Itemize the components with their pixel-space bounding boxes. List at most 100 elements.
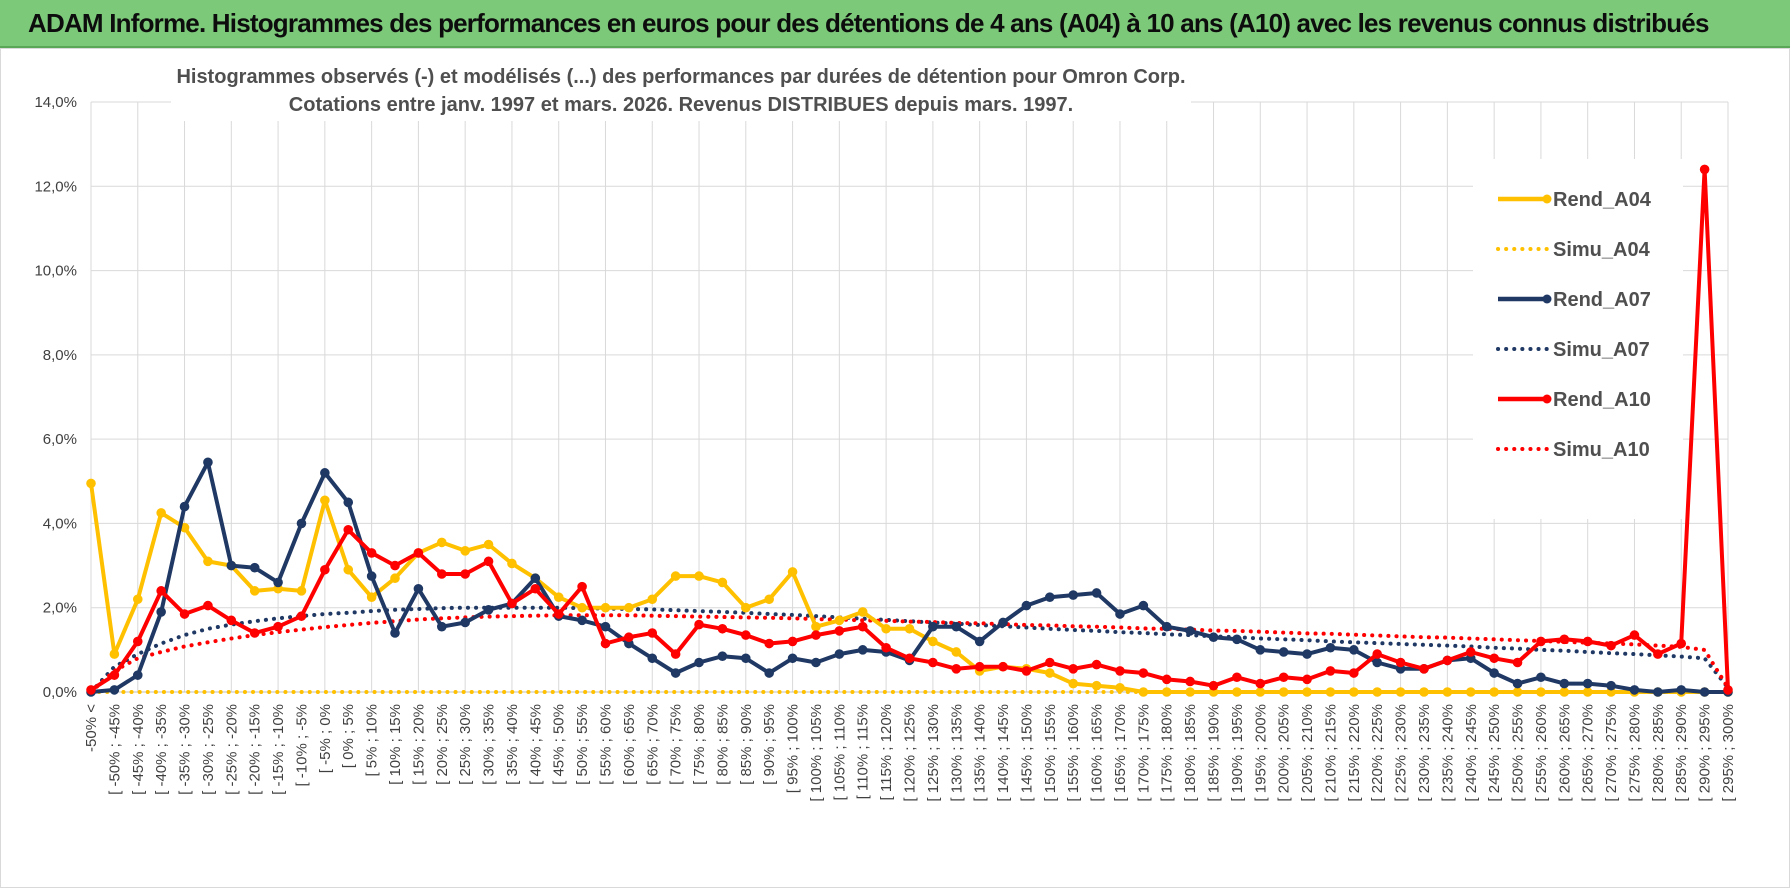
data-point <box>670 668 681 678</box>
x-tick-label: [ 215% ; 220% <box>1346 704 1363 802</box>
x-tick-label: [ 70% ; 75% <box>668 704 685 785</box>
data-point <box>1278 647 1289 657</box>
y-tick-label: 0,0% <box>43 684 77 701</box>
y-tick-label: 10,0% <box>34 263 77 280</box>
x-tick-label: [ 60% ; 65% <box>621 704 638 785</box>
data-point <box>1606 640 1616 651</box>
chart-frame: 0,0% 2,0% 4,0% 6,0% 8,0% 10,0% 12,0% 14,0% -50%… <box>0 48 1790 888</box>
x-tick-label: [ 225% ; 230% <box>1393 704 1410 802</box>
data-point <box>436 569 447 579</box>
data-point <box>436 537 447 548</box>
x-tick-label: [ 80% ; 85% <box>714 704 731 785</box>
x-tick-label: [ 190% ; 195% <box>1229 704 1246 802</box>
data-point <box>1091 680 1102 691</box>
data-point <box>366 571 377 581</box>
data-point <box>951 647 962 657</box>
data-point <box>600 638 611 649</box>
x-tick-label: [ 5% ; 10% <box>364 704 381 777</box>
x-tick-label: [ 200% ; 205% <box>1276 704 1293 802</box>
x-axis: -50% < [ -50% ; -45% [ -45% ; -40% [ -40% ;… <box>83 691 1737 802</box>
data-point <box>787 567 798 577</box>
data-point <box>1068 590 1078 600</box>
data-point <box>647 594 658 605</box>
data-point <box>974 636 985 647</box>
data-point <box>951 621 962 632</box>
data-point <box>132 594 143 605</box>
data-point <box>1161 621 1172 632</box>
data-point <box>811 621 821 632</box>
data-point <box>694 619 704 630</box>
data-point <box>86 478 96 489</box>
data-point <box>507 558 517 569</box>
x-tick-label: [ 45% ; 50% <box>551 704 568 785</box>
data-point <box>1465 687 1476 697</box>
data-point <box>1325 687 1336 697</box>
data-point <box>507 598 517 609</box>
data-point <box>904 623 915 634</box>
x-tick-label: [ 105% ; 110% <box>831 704 848 800</box>
data-point <box>273 577 283 588</box>
data-point <box>717 623 728 634</box>
data-point <box>1606 680 1616 691</box>
data-point <box>109 685 120 695</box>
data-point <box>881 623 891 634</box>
data-point <box>881 642 891 653</box>
data-point <box>1091 588 1102 598</box>
series-line <box>89 605 1730 694</box>
data-point <box>811 630 821 640</box>
legend-label: Rend_A04 <box>1553 189 1652 211</box>
data-point <box>998 661 1008 672</box>
data-point <box>132 636 143 647</box>
x-tick-label: [ 285% ; 290% <box>1673 704 1690 802</box>
x-tick-label: [ -10% ; -5% <box>293 704 310 787</box>
data-point <box>1021 666 1032 676</box>
data-point <box>1302 674 1312 685</box>
x-tick-label: [ 175% ; 180% <box>1159 704 1176 802</box>
data-point <box>226 615 237 626</box>
legend-label: Rend_A10 <box>1553 389 1651 411</box>
x-tick-label: [ 95% ; 100% <box>785 704 802 793</box>
data-point <box>1536 636 1546 647</box>
data-point <box>1302 687 1312 697</box>
data-point <box>670 571 681 581</box>
legend-marker <box>1542 194 1552 204</box>
x-tick-label: [ 120% ; 125% <box>902 704 919 802</box>
data-point <box>179 501 190 512</box>
data-point <box>320 564 330 575</box>
data-point <box>1419 687 1429 697</box>
legend-entry: Rend_A04 <box>1498 189 1652 211</box>
x-tick-label: [ 90% ; 95% <box>761 704 778 785</box>
data-point <box>203 457 213 468</box>
data-point <box>1045 657 1055 668</box>
data-point <box>694 657 704 668</box>
x-tick-label: [ -40% ; -35% <box>153 704 170 795</box>
data-point <box>390 560 400 571</box>
data-point <box>1512 687 1523 697</box>
data-point <box>413 548 424 558</box>
x-tick-label: [ 25% ; 30% <box>457 704 474 785</box>
data-point <box>413 583 424 594</box>
y-tick-label: 8,0% <box>43 347 77 364</box>
chart-title-background <box>171 57 1191 121</box>
x-tick-label: -50% < <box>83 704 100 752</box>
x-tick-label: [ -45% ; -40% <box>130 704 147 795</box>
legend-entry: Simu_A04 <box>1496 239 1651 261</box>
x-tick-label: [ 140% ; 145% <box>995 704 1012 802</box>
legend: Rend_A04 Simu_A04 Rend_A07 Simu_A07 Rend_A10… <box>1473 159 1683 519</box>
data-point <box>483 539 494 550</box>
data-point <box>600 621 611 632</box>
y-axis: 0,0% 2,0% 4,0% 6,0% 8,0% 10,0% 12,0% 14,0% <box>34 94 77 701</box>
data-point <box>1582 687 1593 697</box>
data-point <box>1536 687 1546 697</box>
data-point <box>109 670 120 680</box>
chart-title-line2: Cotations entre janv. 1997 et mars. 2026… <box>289 94 1073 116</box>
x-tick-label: [ 0% ; 5% <box>340 704 357 768</box>
x-tick-label: [ 20% ; 25% <box>434 704 451 785</box>
x-tick-label: [ 165% ; 170% <box>1112 704 1129 802</box>
data-point <box>1208 680 1219 691</box>
data-point <box>390 573 400 584</box>
data-point <box>1115 666 1125 676</box>
x-tick-label: [ 130% ; 135% <box>948 704 965 802</box>
x-tick-label: [ 185% ; 190% <box>1206 704 1223 802</box>
data-point <box>296 611 307 621</box>
